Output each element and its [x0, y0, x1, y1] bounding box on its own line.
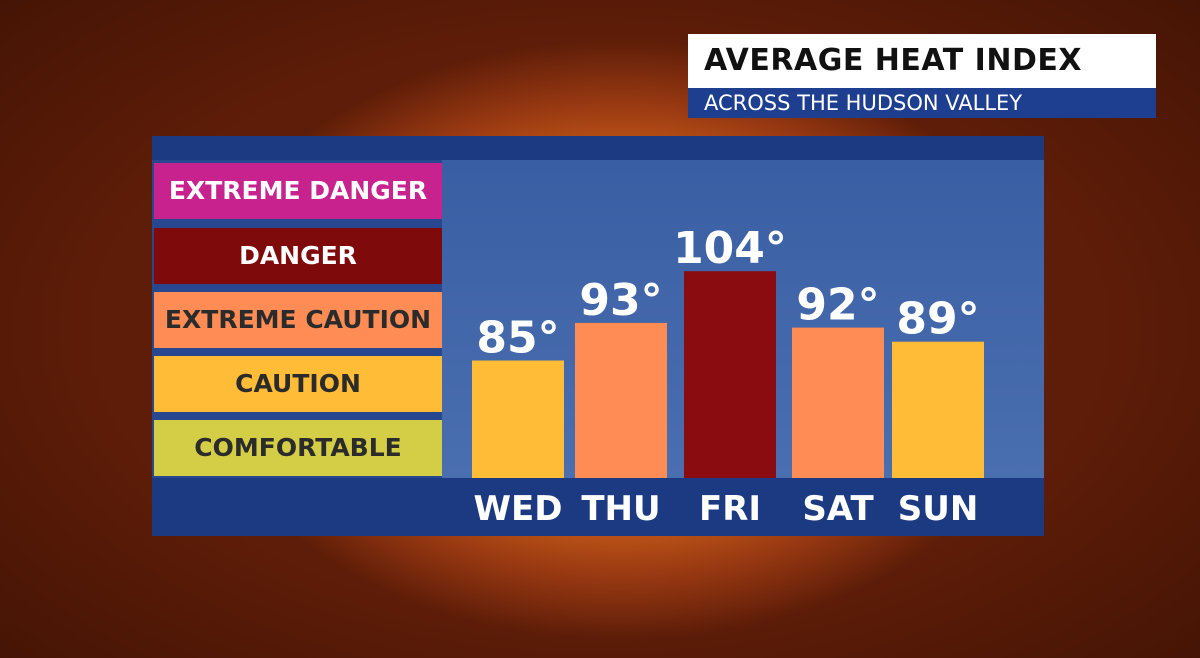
- legend-label: DANGER: [239, 241, 357, 270]
- chart-title-box: AVERAGE HEAT INDEX ACROSS THE HUDSON VAL…: [688, 34, 1156, 118]
- bar-sun: [892, 341, 984, 478]
- chart-title: AVERAGE HEAT INDEX: [688, 34, 1156, 88]
- data-label-thu: 93°: [579, 275, 662, 326]
- bar-chart: 85° WED 93° THU 104° FRI 92° SAT 89° SUN: [472, 223, 984, 529]
- data-label-wed: 85°: [476, 313, 559, 364]
- legend-item-comfortable: COMFORTABLE: [154, 420, 442, 476]
- legend-label: CAUTION: [235, 369, 361, 398]
- chart-panel: EXTREME DANGER DANGER EXTREME CAUTION CA…: [152, 136, 1044, 536]
- legend-item-danger: DANGER: [154, 228, 442, 284]
- tick-label-fri: FRI: [699, 489, 761, 529]
- tick-label-sun: SUN: [898, 489, 979, 529]
- data-label-fri: 104°: [673, 223, 787, 274]
- bar-thu: [575, 322, 667, 478]
- tick-label-sat: SAT: [802, 489, 874, 529]
- tick-label-thu: THU: [581, 489, 660, 529]
- bar-wed: [472, 360, 564, 478]
- legend-label: EXTREME CAUTION: [164, 305, 432, 334]
- legend-item-extreme-danger: EXTREME DANGER: [154, 163, 442, 219]
- tick-label-wed: WED: [474, 489, 563, 529]
- data-label-sun: 89°: [896, 294, 979, 345]
- legend-label: COMFORTABLE: [194, 433, 402, 462]
- legend-item-extreme-caution: EXTREME CAUTION: [154, 292, 442, 348]
- chart-subtitle: ACROSS THE HUDSON VALLEY: [688, 88, 1156, 118]
- panel-top-strip: [152, 136, 1044, 160]
- data-label-sat: 92°: [796, 280, 879, 331]
- category-axis-strip: [152, 478, 1044, 536]
- legend-label: EXTREME DANGER: [168, 176, 428, 205]
- legend-item-caution: CAUTION: [154, 356, 442, 412]
- bar-fri: [684, 271, 776, 478]
- bar-sat: [792, 327, 884, 478]
